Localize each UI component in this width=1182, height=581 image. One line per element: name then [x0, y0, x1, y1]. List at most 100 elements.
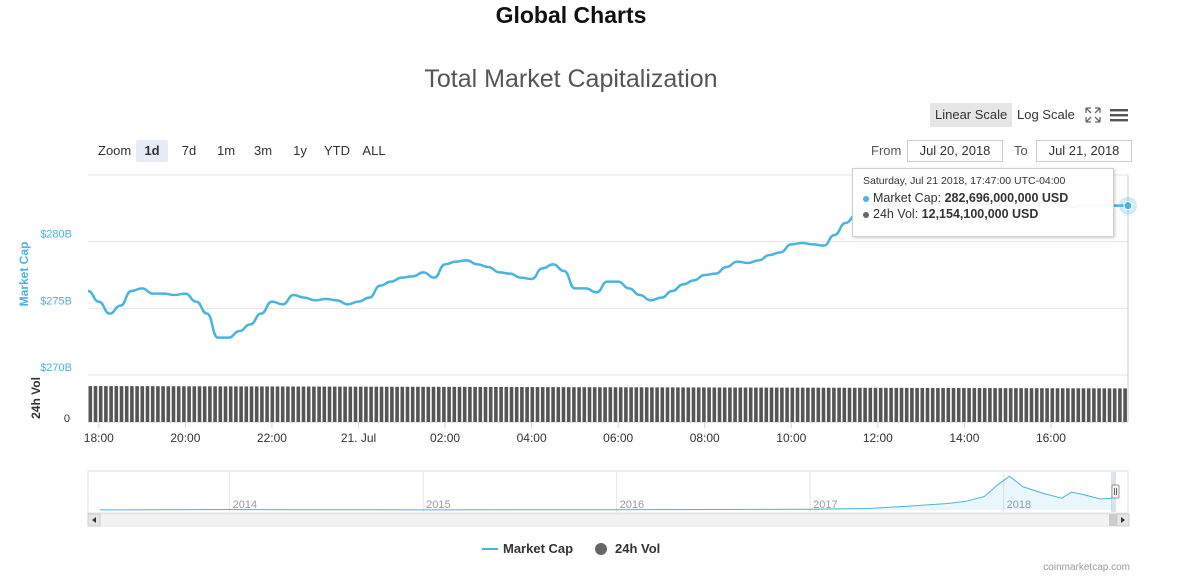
volume-bar	[135, 386, 139, 422]
volume-bar	[915, 387, 919, 422]
volume-bar	[624, 387, 628, 422]
volume-bar	[431, 386, 436, 422]
zoom-1d-button[interactable]: 1d	[136, 140, 168, 162]
volume-bar	[166, 386, 171, 422]
volume-bar	[1086, 388, 1091, 422]
hamburger-menu-icon[interactable]	[1108, 104, 1130, 126]
volume-bar	[764, 387, 769, 422]
to-date-input[interactable]: Jul 21, 2018	[1036, 140, 1132, 162]
volume-bar	[223, 386, 228, 422]
volume-bar	[462, 386, 467, 422]
zoom-3m-button[interactable]: 3m	[253, 143, 273, 158]
volume-bar	[754, 387, 758, 422]
x-tick-label: 06:00	[603, 431, 633, 445]
volume-bar	[904, 387, 909, 422]
x-tick-label: 22:00	[257, 431, 287, 445]
volume-bar	[956, 388, 961, 422]
volume-bar	[145, 386, 150, 422]
volume-bar	[821, 387, 826, 422]
x-tick-label: 20:00	[170, 431, 200, 445]
volume-bar	[1024, 388, 1029, 422]
tooltip-market-cap-label: Market Cap:	[873, 191, 942, 205]
volume-bar	[972, 388, 977, 422]
zoom-ytd-button[interactable]: YTD	[324, 143, 350, 158]
navigator-year-label: 2017	[813, 499, 837, 511]
volume-bar	[171, 386, 176, 422]
volume-bar	[540, 387, 545, 422]
volume-bar	[119, 386, 124, 422]
volume-bar	[228, 386, 233, 422]
volume-bar	[733, 387, 737, 422]
tooltip-volume-label: 24h Vol:	[873, 207, 919, 221]
zoom-1y-button[interactable]: 1y	[293, 143, 307, 158]
volume-bar	[1003, 388, 1008, 422]
volume-bar	[286, 386, 290, 422]
volume-bar	[280, 386, 285, 422]
linear-scale-button[interactable]: Linear Scale	[930, 103, 1013, 127]
volume-bar	[525, 387, 529, 422]
volume-bar	[301, 386, 306, 422]
log-scale-button[interactable]: Log Scale	[1017, 107, 1075, 122]
volume-bar	[650, 387, 654, 422]
volume-bar	[800, 387, 805, 422]
volume-bar	[1107, 388, 1112, 422]
volume-bar	[681, 387, 685, 422]
volume-bar	[738, 387, 743, 422]
volume-bar	[930, 387, 935, 422]
x-axis-ticks: 18:00 20:00 22:00 21. Jul 02:00 04:00 06:00 08:…	[84, 422, 1066, 445]
volume-bar	[592, 387, 597, 422]
navigator-grid: 2014 2015 2016 2017 2018	[229, 471, 1031, 513]
volume-bar	[270, 386, 275, 422]
volume-bar	[899, 387, 904, 422]
scrollbar-thumb[interactable]	[1109, 514, 1117, 526]
volume-bars	[88, 386, 1127, 422]
volume-bar	[130, 386, 134, 422]
volume-bar	[826, 387, 831, 422]
tooltip-volume-dot	[863, 211, 869, 218]
volume-bar	[353, 386, 358, 422]
volume-bar	[488, 386, 493, 422]
tooltip-volume-row: 24h Vol: 12,154,100,000 USD	[863, 206, 1103, 222]
volume-bar	[587, 387, 592, 422]
volume-bar	[852, 387, 857, 422]
volume-bar	[265, 386, 269, 422]
volume-bar	[1008, 388, 1013, 422]
volume-bar	[847, 387, 852, 422]
navigator-handle[interactable]	[1111, 484, 1120, 499]
volume-bar	[660, 387, 665, 422]
from-date-input[interactable]: Jul 20, 2018	[907, 140, 1003, 162]
volume-bar	[728, 387, 732, 422]
x-tick-label: 04:00	[517, 431, 547, 445]
legend-volume[interactable]: 24h Vol	[615, 541, 661, 556]
volume-bar	[182, 386, 186, 422]
navigator-series	[99, 475, 1113, 511]
volume-bar	[644, 387, 649, 422]
x-tick-label: 14:00	[949, 431, 979, 445]
volume-bar	[374, 386, 379, 422]
volume-bar	[806, 387, 810, 422]
zoom-7d-button[interactable]: 7d	[181, 143, 197, 158]
volume-bar	[239, 386, 243, 422]
volume-bar	[717, 387, 722, 422]
volume-y-ticks: 0	[64, 413, 70, 425]
volume-bar	[322, 386, 327, 422]
volume-bar	[468, 386, 472, 422]
fullscreen-icon[interactable]	[1082, 104, 1104, 126]
legend-market-cap[interactable]: Market Cap	[503, 541, 574, 556]
volume-bar	[218, 386, 223, 422]
volume-bar	[202, 386, 207, 422]
zoom-1m-button[interactable]: 1m	[216, 143, 236, 158]
x-tick-label: 12:00	[863, 431, 893, 445]
volume-bar	[379, 386, 384, 422]
scrollbar-left-arrow-icon	[92, 517, 96, 523]
scrollbar-track[interactable]	[87, 513, 1129, 527]
volume-bar	[1040, 388, 1044, 422]
credit-link[interactable]: coinmarketcap.com	[1043, 562, 1130, 573]
x-tick-label: 16:00	[1036, 431, 1066, 445]
volume-bar	[109, 386, 113, 422]
volume-bar	[312, 386, 316, 422]
volume-bar	[889, 387, 893, 422]
navigator-year-label: 2018	[1007, 499, 1031, 511]
volume-bar	[993, 388, 997, 422]
zoom-all-button[interactable]: ALL	[362, 143, 386, 158]
